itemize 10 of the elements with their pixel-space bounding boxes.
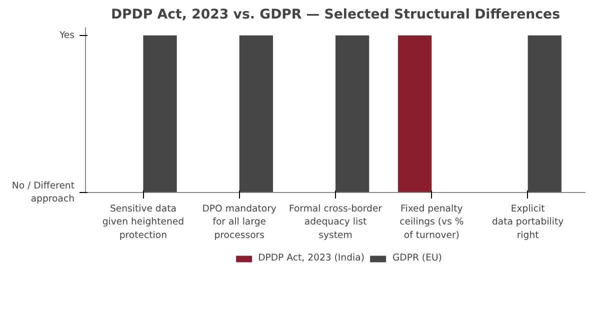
x-tick-label: Formal cross-border adequacy list system	[288, 204, 382, 241]
text: Yes	[58, 30, 75, 41]
x-tick-label: Sensitive data given heightened protection	[102, 204, 184, 241]
x-tick-label: Fixed penalty ceilings (vs % of turnover)	[400, 204, 464, 241]
x-tick-label: DPO mandatory for all large processors	[202, 204, 277, 241]
x-tick-label: Explicit data portability right	[492, 204, 564, 241]
chart-title: DPDP Act, 2023 vs. GDPR — Selected Structural Differences	[110, 8, 560, 22]
text: No / Different approach	[12, 180, 75, 205]
legend-label: GDPR (EU)	[392, 252, 442, 264]
legend-label: DPDP Act, 2023 (India)	[258, 252, 364, 264]
